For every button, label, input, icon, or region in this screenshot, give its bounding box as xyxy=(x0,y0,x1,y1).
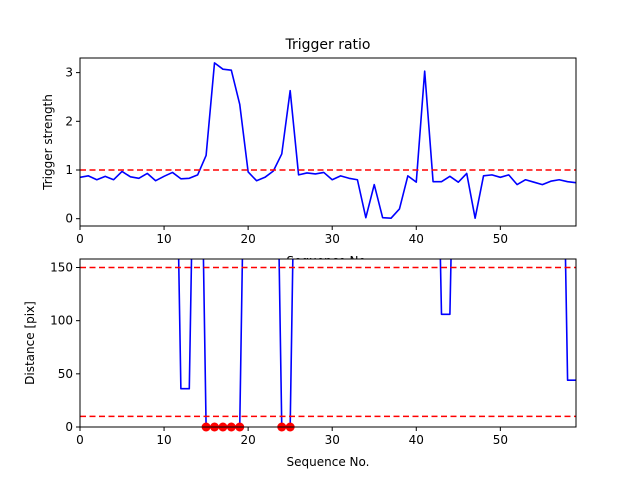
series-line xyxy=(80,62,576,220)
y-tick-label: 0 xyxy=(65,420,73,434)
top-series-group xyxy=(80,62,576,220)
bottom-y-axis-label: Distance [pix] xyxy=(23,301,37,385)
bottom-markers-group xyxy=(201,422,295,432)
x-tick-label: 20 xyxy=(240,433,255,447)
top-y-axis-label: Trigger strength xyxy=(41,94,55,191)
top-x-ticks: 0 10 20 30 40 50 xyxy=(76,226,508,246)
x-tick-label: 40 xyxy=(409,433,424,447)
axes-frame xyxy=(79,258,577,428)
y-tick-label: 2 xyxy=(65,114,73,128)
bottom-series-group xyxy=(80,259,576,427)
y-tick-label: 50 xyxy=(58,367,73,381)
bottom-x-axis-label: Sequence No. xyxy=(287,455,370,469)
y-tick-label: 100 xyxy=(50,314,73,328)
x-tick-label: 10 xyxy=(156,232,171,246)
chart-title: Trigger ratio xyxy=(284,37,370,53)
x-tick-label: 0 xyxy=(76,232,84,246)
x-tick-label: 30 xyxy=(325,433,340,447)
y-tick-label: 0 xyxy=(65,212,73,226)
plot-area xyxy=(80,259,576,427)
y-tick-label: 150 xyxy=(50,261,73,275)
distance-panel: 0 10 20 30 40 50 0 50 100 150 Sequence No. Dista… xyxy=(23,258,577,469)
x-tick-label: 0 xyxy=(76,433,84,447)
x-tick-label: 10 xyxy=(156,433,171,447)
x-tick-label: 40 xyxy=(409,232,424,246)
y-tick-label: 1 xyxy=(65,163,73,177)
x-tick-label: 50 xyxy=(493,433,508,447)
x-tick-label: 50 xyxy=(493,232,508,246)
axes-frame xyxy=(79,57,577,227)
y-tick-label: 3 xyxy=(65,66,73,80)
bottom-x-ticks: 0 10 20 30 40 50 xyxy=(76,427,508,447)
bottom-y-ticks: 0 50 100 150 xyxy=(50,261,80,434)
plot-area xyxy=(80,58,576,226)
top-y-ticks: 0 1 2 3 xyxy=(65,66,80,226)
x-tick-label: 20 xyxy=(240,232,255,246)
x-tick-label: 30 xyxy=(325,232,340,246)
